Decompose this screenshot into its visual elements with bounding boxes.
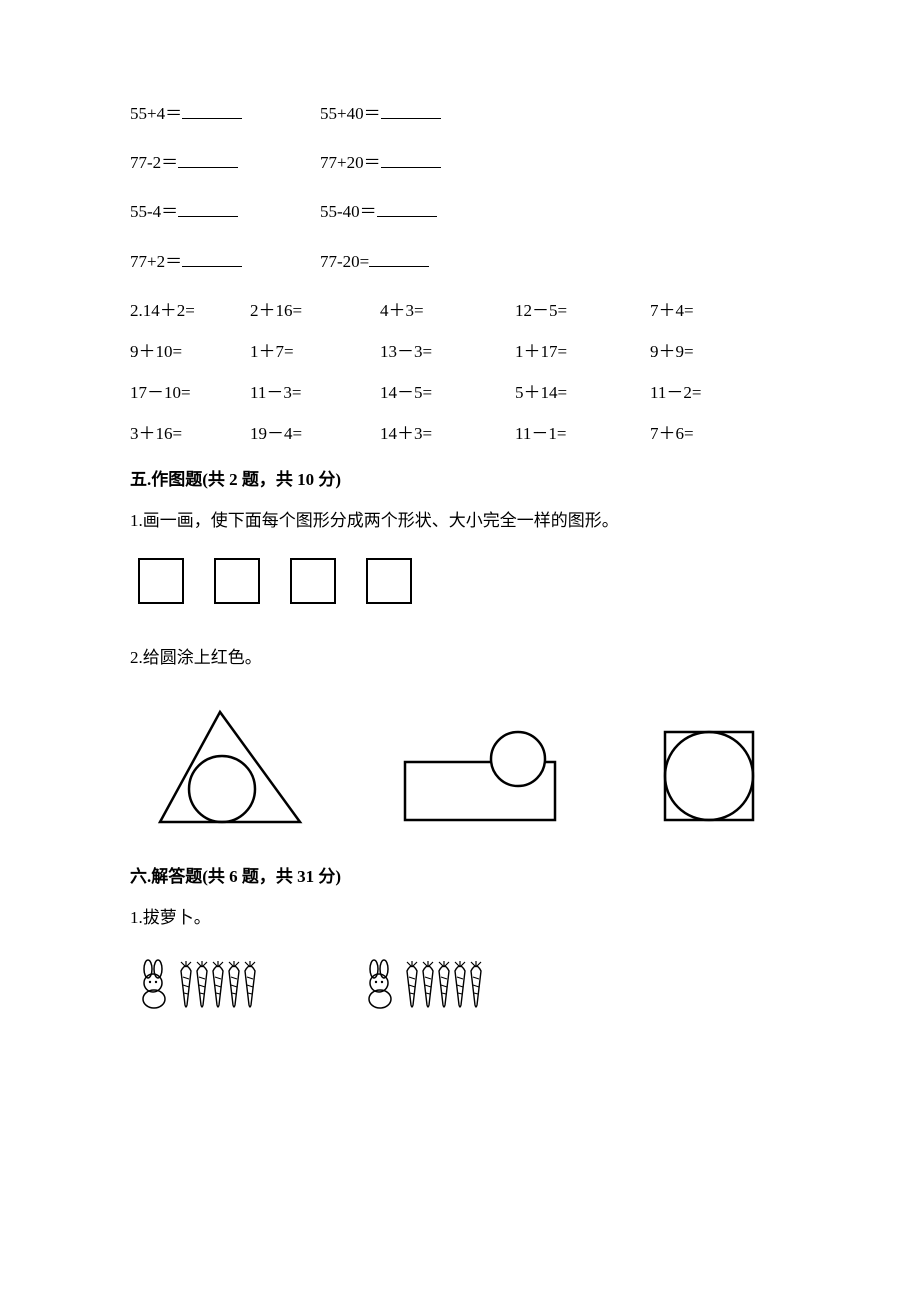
grid-cell: 1＋7= [250, 338, 380, 365]
blank-line [369, 249, 429, 267]
expr-right: 55+40＝ [320, 100, 510, 127]
grid-cell: 7＋4= [650, 297, 760, 324]
grid-cell: 19－4= [250, 420, 380, 447]
bunny-icon [362, 959, 398, 1009]
expr-right: 77-20= [320, 248, 510, 275]
grid-row: 17－10= 11－3= 14－5= 5＋14= 11－2= [130, 379, 800, 406]
grid-cell: 11－2= [650, 379, 760, 406]
section6-heading: 六.解答题(共 6 题，共 31 分) [130, 863, 800, 890]
grid-cell: 2＋16= [250, 297, 380, 324]
expr-text: 55-4＝ [130, 202, 178, 221]
arithmetic-grid: 2.14＋2= 2＋16= 4＋3= 12－5= 7＋4= 9＋10= 1＋7=… [130, 297, 800, 448]
grid-cell: 5＋14= [515, 379, 650, 406]
section5-q1: 1.画一画，使下面每个图形分成两个形状、大小完全一样的图形。 [130, 507, 800, 534]
carrot-bunch [408, 961, 488, 1009]
square-shape [214, 558, 260, 604]
blank-line [182, 249, 242, 267]
divide-shapes-row [138, 558, 800, 604]
bunny-set [136, 959, 262, 1009]
grid-cell: 2.14＋2= [130, 297, 250, 324]
grid-cell: 17－10= [130, 379, 250, 406]
expr-text: 77-2＝ [130, 153, 178, 172]
grid-cell: 3＋16= [130, 420, 250, 447]
grid-row: 9＋10= 1＋7= 13－3= 1＋17= 9＋9= [130, 338, 800, 365]
blank-line [178, 199, 238, 217]
expr-text: 77+2＝ [130, 252, 182, 271]
expr-left: 77+2＝ [130, 248, 320, 275]
bunny-icon [136, 959, 172, 1009]
carrot-bunch [182, 961, 262, 1009]
triangle-circle-icon [150, 707, 310, 827]
grid-cell: 14－5= [380, 379, 515, 406]
section5-q2: 2.给圆涂上红色。 [130, 644, 800, 671]
blank-line [381, 101, 441, 119]
carrot-icon [238, 961, 262, 1009]
grid-cell: 9＋9= [650, 338, 760, 365]
carrot-icon [464, 961, 488, 1009]
color-circle-row [150, 707, 800, 827]
expr-left: 77-2＝ [130, 149, 320, 176]
grid-cell: 11－1= [515, 420, 650, 447]
grid-cell: 13－3= [380, 338, 515, 365]
expr-text: 55+40＝ [320, 104, 381, 123]
expr-left: 55+4＝ [130, 100, 320, 127]
grid-cell: 1＋17= [515, 338, 650, 365]
blank-line [381, 150, 441, 168]
fill-row: 55+4＝ 55+40＝ [130, 100, 800, 127]
expr-right: 77+20＝ [320, 149, 510, 176]
grid-row: 3＋16= 19－4= 14＋3= 11－1= 7＋6= [130, 420, 800, 447]
expr-left: 55-4＝ [130, 198, 320, 225]
fill-blank-block: 55+4＝ 55+40＝ 77-2＝ 77+20＝ 55-4＝ 55-40＝ 7… [130, 100, 800, 275]
grid-cell: 11－3= [250, 379, 380, 406]
expr-right: 55-40＝ [320, 198, 510, 225]
rect-circle-icon [400, 727, 570, 827]
section6-q1: 1.拔萝卜。 [130, 904, 800, 931]
blank-line [377, 199, 437, 217]
square-shape [290, 558, 336, 604]
bunny-set [362, 959, 488, 1009]
square-circle-icon [660, 727, 760, 827]
expr-text: 55+4＝ [130, 104, 182, 123]
grid-cell: 14＋3= [380, 420, 515, 447]
section5-heading: 五.作图题(共 2 题，共 10 分) [130, 466, 800, 493]
fill-row: 77-2＝ 77+20＝ [130, 149, 800, 176]
fill-row: 77+2＝ 77-20= [130, 248, 800, 275]
blank-line [178, 150, 238, 168]
blank-line [182, 101, 242, 119]
worksheet-page: 55+4＝ 55+40＝ 77-2＝ 77+20＝ 55-4＝ 55-40＝ 7… [0, 0, 920, 1302]
expr-text: 55-40＝ [320, 202, 377, 221]
grid-cell: 9＋10= [130, 338, 250, 365]
grid-cell: 7＋6= [650, 420, 760, 447]
expr-text: 77+20＝ [320, 153, 381, 172]
bunny-carrot-row [136, 959, 800, 1009]
square-shape [138, 558, 184, 604]
grid-cell: 4＋3= [380, 297, 515, 324]
square-shape [366, 558, 412, 604]
grid-row: 2.14＋2= 2＋16= 4＋3= 12－5= 7＋4= [130, 297, 800, 324]
fill-row: 55-4＝ 55-40＝ [130, 198, 800, 225]
grid-cell: 12－5= [515, 297, 650, 324]
expr-text: 77-20= [320, 252, 369, 271]
